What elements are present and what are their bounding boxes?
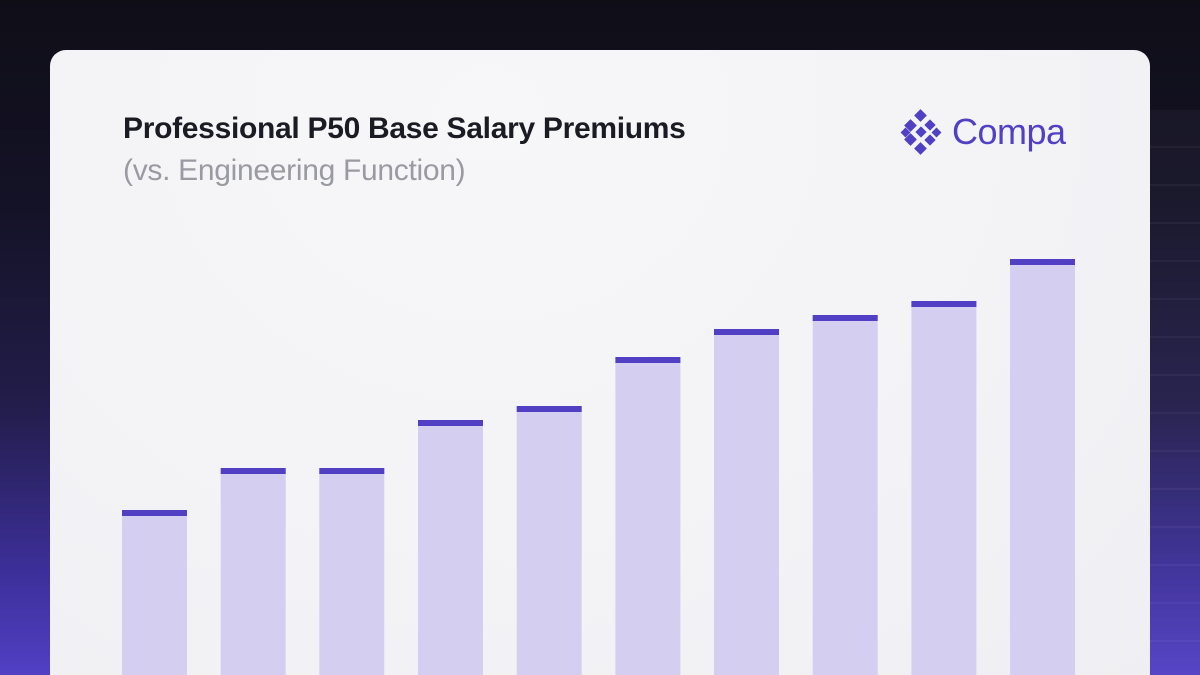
compa-logo: Compa: [900, 108, 1066, 156]
chart-title: Professional P50 Base Salary Premiums: [123, 112, 686, 145]
bar-cap-8: [812, 315, 878, 321]
brand-name: Compa: [952, 111, 1066, 152]
bar-cap-3: [319, 468, 385, 474]
bar-cap-1: [122, 510, 187, 516]
bar-chart: [122, 259, 1075, 675]
bar-5: [516, 406, 582, 675]
bar-1: [122, 510, 187, 675]
bar-4: [418, 420, 483, 675]
compa-logo-icon: [900, 109, 942, 155]
bar-cap-10: [1010, 259, 1075, 265]
bar-cap-5: [516, 406, 582, 412]
chart-subtitle: (vs. Engineering Function): [123, 154, 466, 187]
bar-7: [714, 329, 779, 675]
bar-9: [911, 301, 977, 675]
bar-cap-6: [615, 357, 681, 363]
bar-6: [615, 357, 681, 675]
bar-cap-4: [418, 420, 483, 426]
bar-cap-9: [911, 301, 977, 307]
bar-3: [319, 468, 385, 675]
bar-8: [812, 315, 878, 675]
chart-card: Professional P50 Base Salary Premiums (v…: [50, 50, 1150, 675]
bar-cap-7: [714, 329, 779, 335]
background-stripes: [1140, 110, 1200, 675]
bar-2: [220, 468, 286, 675]
bar-cap-2: [220, 468, 286, 474]
bar-10: [1010, 259, 1075, 675]
